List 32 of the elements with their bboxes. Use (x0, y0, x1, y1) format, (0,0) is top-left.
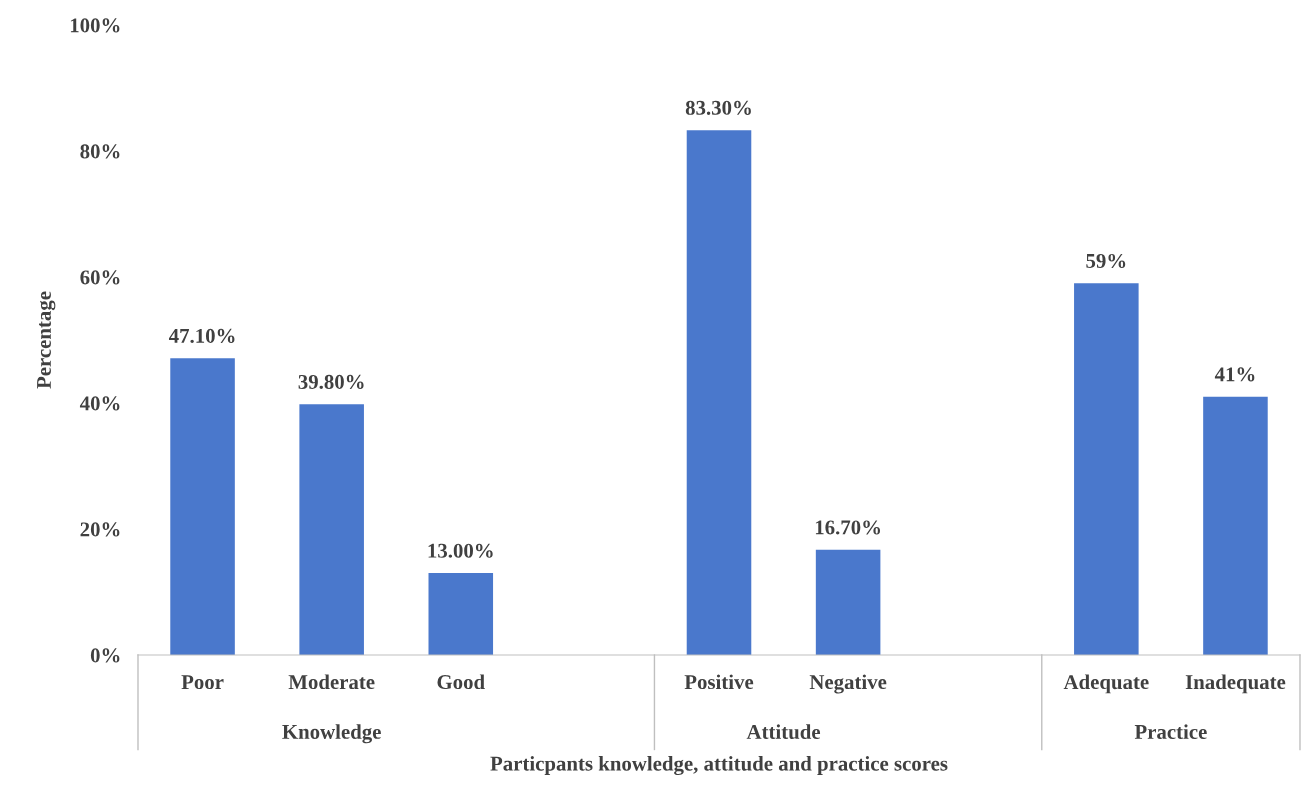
data-label: 83.30% (685, 100, 751, 115)
text: Knowledge (282, 724, 381, 744)
bar (686, 130, 752, 655)
y-tick-label: 40% (79, 396, 120, 411)
bar (1203, 396, 1268, 655)
x-axis-title: Particpants knowledge, attitude and practice scores (490, 756, 948, 776)
data-label: 39.80% (298, 374, 364, 390)
data-label: 13.00% (428, 543, 493, 558)
y-tick-label: 60% (80, 270, 120, 285)
bar (299, 404, 364, 655)
x-tick-label: Moderate (288, 674, 375, 690)
data-label: 41% (1214, 367, 1255, 382)
bar (815, 549, 881, 655)
x-tick-label: Negative (809, 674, 887, 694)
text: Attitude (746, 724, 821, 740)
x-tick-label: Good (437, 674, 485, 690)
data-label: 16.70% (815, 520, 881, 535)
text: Practice (1134, 724, 1207, 739)
x-tick-label: Positive (684, 674, 754, 690)
bar (1074, 283, 1139, 655)
x-tick-label: Poor (181, 675, 224, 690)
bar (428, 573, 494, 655)
bar (170, 358, 235, 655)
x-tick-label: Adequate (1063, 674, 1149, 694)
x-tick-label: Inadequate (1185, 674, 1286, 694)
y-tick-label: 80% (80, 144, 120, 159)
y-tick-label: 100% (70, 18, 120, 33)
y-axis-title: Percentage (37, 291, 56, 389)
data-label: 59% (1086, 253, 1126, 269)
y-tick-label: 20% (80, 522, 120, 537)
y-tick-label: 0% (90, 648, 120, 663)
data-label: 47.10% (168, 328, 235, 344)
